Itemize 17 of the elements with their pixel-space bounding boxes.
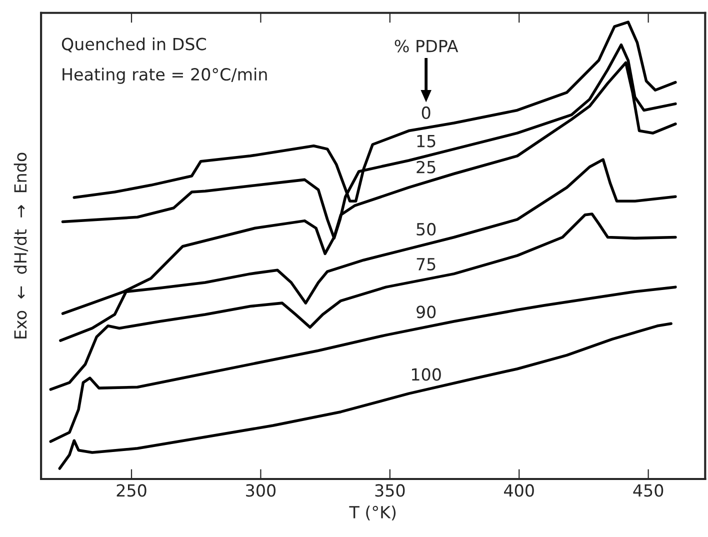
x-tick-label: 400 (504, 484, 534, 497)
y-axis-title: Exo ← dH/dt → Endo (14, 152, 28, 338)
x-tick-label: 300 (246, 484, 276, 497)
series-label: 100 (412, 368, 441, 381)
series-label: 0 (422, 106, 430, 120)
x-tick-label: 250 (116, 484, 146, 497)
x-tick-label: 350 (375, 484, 405, 497)
series-label: 75 (416, 258, 436, 270)
x-tick-label: 450 (633, 484, 664, 497)
series-label: 50 (416, 222, 436, 236)
series-label: 90 (416, 306, 436, 318)
annotation: Heating rate = 20°C/min (62, 68, 267, 84)
legend-title: % PDPA (394, 40, 458, 52)
series-label: 25 (416, 160, 436, 174)
annotation: Quenched in DSC (62, 37, 206, 52)
x-axis-title: T (°K) (349, 506, 396, 520)
series-label: 15 (417, 134, 436, 148)
